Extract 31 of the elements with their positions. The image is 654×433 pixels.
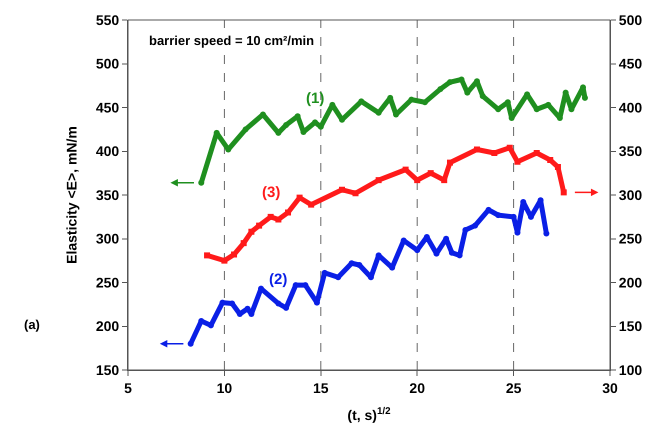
y2-tick-label: 350 (618, 143, 642, 160)
y2-tick-label: 150 (618, 318, 642, 334)
y2-tick-label: 400 (618, 99, 642, 116)
series-label: (3) (262, 184, 280, 201)
y-tick-label: 150 (96, 362, 120, 378)
x-tick-label: 25 (506, 380, 522, 396)
y2-tick-label: 300 (618, 186, 642, 203)
y-axis-title: Elasticity <E>, mN/m (63, 126, 80, 264)
y-tick-label: 350 (96, 186, 120, 203)
x-tick-label: 5 (124, 380, 132, 396)
y2-tick-label: 100 (618, 362, 642, 378)
annotation: barrier speed = 10 cm²/min (149, 33, 314, 48)
x-tick-label: 15 (313, 380, 329, 396)
text: (a) (24, 317, 40, 332)
y-tick-label: 300 (96, 230, 120, 247)
y-tick-label: 400 (96, 143, 120, 160)
x-tick-label: 10 (216, 380, 232, 396)
series-label: (2) (269, 271, 288, 288)
y-tick-label: 250 (96, 274, 120, 290)
y2-tick-label: 450 (618, 56, 642, 72)
x-tick-label: 30 (602, 380, 618, 396)
y2-tick-label: 200 (618, 274, 642, 290)
y-tick-label: 200 (96, 318, 120, 334)
y-tick-label: 450 (96, 99, 120, 116)
y-tick-label: 550 (96, 12, 120, 28)
y2-tick-label: 250 (618, 230, 642, 247)
y2-tick-label: 500 (618, 12, 642, 28)
x-axis-title: (t, s)$^{1/2}$ (347, 406, 392, 424)
series-label: (1) (306, 90, 324, 107)
x-tick-label: 20 (409, 380, 426, 396)
y-tick-label: 500 (96, 56, 120, 72)
